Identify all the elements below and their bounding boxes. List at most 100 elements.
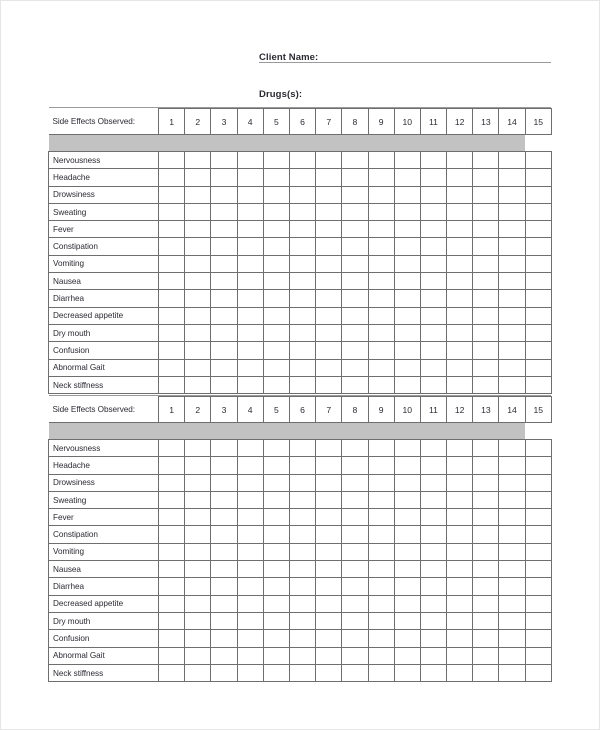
observation-cell[interactable] [419, 594, 448, 613]
observation-cell[interactable] [262, 323, 290, 343]
observation-cell[interactable] [262, 594, 290, 613]
observation-cell[interactable] [262, 237, 290, 256]
observation-cell[interactable] [367, 289, 395, 308]
observation-cell[interactable] [367, 168, 395, 187]
observation-cell[interactable] [524, 185, 552, 204]
observation-cell[interactable] [210, 237, 238, 256]
observation-cell[interactable] [393, 456, 421, 475]
observation-cell[interactable] [419, 490, 448, 510]
observation-cell[interactable] [315, 150, 343, 170]
observation-cell[interactable] [472, 646, 500, 665]
observation-cell[interactable] [524, 490, 552, 510]
observation-cell[interactable] [157, 168, 186, 187]
observation-cell[interactable] [419, 202, 448, 222]
observation-cell[interactable] [210, 202, 238, 222]
observation-cell[interactable] [315, 629, 343, 648]
observation-cell[interactable] [236, 525, 264, 544]
observation-cell[interactable] [393, 560, 421, 579]
observation-cell[interactable] [393, 272, 421, 291]
observation-cell[interactable] [184, 323, 212, 343]
observation-cell[interactable] [288, 323, 317, 343]
observation-cell[interactable] [157, 323, 186, 343]
observation-cell[interactable] [498, 542, 526, 562]
observation-cell[interactable] [524, 611, 552, 631]
observation-cell[interactable] [341, 341, 369, 360]
observation-cell[interactable] [367, 254, 395, 274]
observation-cell[interactable] [446, 358, 474, 377]
observation-cell[interactable] [210, 646, 238, 665]
observation-cell[interactable] [341, 646, 369, 665]
observation-cell[interactable] [262, 560, 290, 579]
observation-cell[interactable] [419, 375, 448, 395]
observation-cell[interactable] [524, 525, 552, 544]
observation-cell[interactable] [184, 254, 212, 274]
observation-cell[interactable] [419, 473, 448, 492]
observation-cell[interactable] [498, 646, 526, 665]
observation-cell[interactable] [341, 254, 369, 274]
observation-cell[interactable] [472, 237, 500, 256]
observation-cell[interactable] [184, 341, 212, 360]
observation-cell[interactable] [472, 438, 500, 458]
observation-cell[interactable] [210, 560, 238, 579]
observation-cell[interactable] [236, 473, 264, 492]
observation-cell[interactable] [524, 254, 552, 274]
observation-cell[interactable] [262, 456, 290, 475]
observation-cell[interactable] [288, 663, 317, 683]
observation-cell[interactable] [236, 542, 264, 562]
observation-cell[interactable] [393, 525, 421, 544]
observation-cell[interactable] [157, 629, 186, 648]
observation-cell[interactable] [157, 306, 186, 325]
observation-cell[interactable] [210, 438, 238, 458]
observation-cell[interactable] [341, 611, 369, 631]
observation-cell[interactable] [472, 341, 500, 360]
observation-cell[interactable] [472, 525, 500, 544]
observation-cell[interactable] [236, 237, 264, 256]
observation-cell[interactable] [419, 185, 448, 204]
observation-cell[interactable] [419, 323, 448, 343]
observation-cell[interactable] [210, 490, 238, 510]
observation-cell[interactable] [367, 594, 395, 613]
observation-cell[interactable] [524, 456, 552, 475]
observation-cell[interactable] [498, 629, 526, 648]
observation-cell[interactable] [262, 611, 290, 631]
observation-cell[interactable] [393, 375, 421, 395]
observation-cell[interactable] [393, 473, 421, 492]
observation-cell[interactable] [446, 237, 474, 256]
observation-cell[interactable] [367, 358, 395, 377]
observation-cell[interactable] [157, 375, 186, 395]
observation-cell[interactable] [419, 237, 448, 256]
observation-cell[interactable] [315, 456, 343, 475]
observation-cell[interactable] [367, 272, 395, 291]
observation-cell[interactable] [524, 594, 552, 613]
observation-cell[interactable] [210, 185, 238, 204]
observation-cell[interactable] [288, 237, 317, 256]
observation-cell[interactable] [341, 577, 369, 596]
observation-cell[interactable] [210, 456, 238, 475]
observation-cell[interactable] [472, 473, 500, 492]
observation-cell[interactable] [184, 168, 212, 187]
observation-cell[interactable] [210, 341, 238, 360]
observation-cell[interactable] [419, 629, 448, 648]
observation-cell[interactable] [524, 358, 552, 377]
observation-cell[interactable] [446, 323, 474, 343]
observation-cell[interactable] [524, 323, 552, 343]
observation-cell[interactable] [184, 220, 212, 239]
observation-cell[interactable] [315, 168, 343, 187]
observation-cell[interactable] [262, 289, 290, 308]
observation-cell[interactable] [184, 202, 212, 222]
observation-cell[interactable] [472, 272, 500, 291]
observation-cell[interactable] [157, 358, 186, 377]
observation-cell[interactable] [341, 438, 369, 458]
observation-cell[interactable] [288, 646, 317, 665]
observation-cell[interactable] [262, 577, 290, 596]
observation-cell[interactable] [446, 456, 474, 475]
observation-cell[interactable] [315, 438, 343, 458]
observation-cell[interactable] [472, 358, 500, 377]
observation-cell[interactable] [524, 150, 552, 170]
observation-cell[interactable] [157, 577, 186, 596]
observation-cell[interactable] [367, 341, 395, 360]
observation-cell[interactable] [446, 525, 474, 544]
observation-cell[interactable] [498, 508, 526, 527]
observation-cell[interactable] [315, 560, 343, 579]
observation-cell[interactable] [236, 306, 264, 325]
